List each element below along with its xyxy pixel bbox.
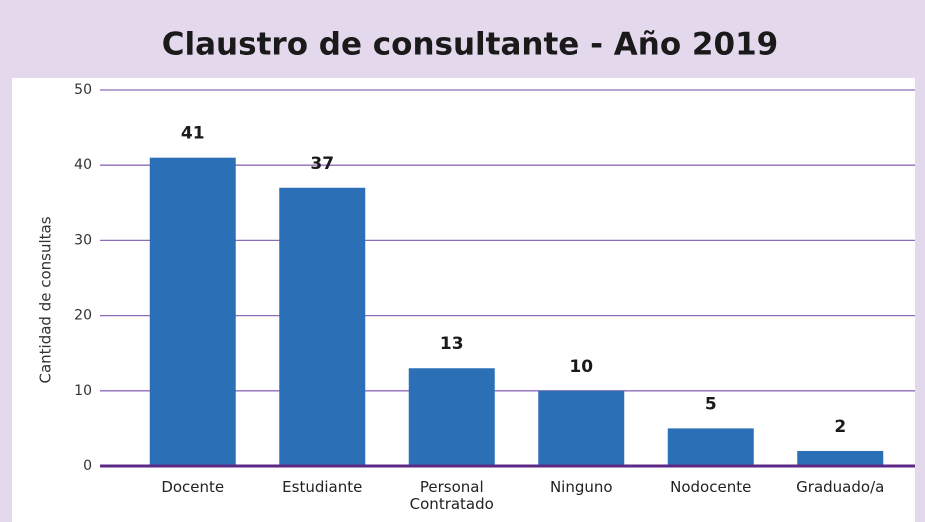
x-tick-label: Ninguno	[549, 478, 613, 496]
chart-title: Claustro de consultante - Año 2019	[162, 27, 778, 63]
y-tick-label: 10	[74, 383, 92, 399]
y-tick-label: 30	[74, 232, 92, 248]
bar	[279, 187, 366, 466]
bar	[797, 450, 884, 466]
x-tick-label: Personal Contratado	[409, 478, 494, 513]
bar	[149, 157, 236, 466]
y-tick-label: 0	[83, 458, 92, 474]
y-axis-label: Cantidad de consultas	[37, 216, 55, 383]
value-label: 5	[705, 394, 717, 414]
value-label: 37	[310, 154, 334, 174]
bar	[538, 390, 625, 466]
x-tick-label: Docente	[161, 478, 225, 496]
y-tick-label: 20	[74, 308, 92, 324]
y-tick-label: 50	[74, 82, 92, 98]
value-label: 10	[569, 357, 593, 377]
y-tick-label: 40	[74, 157, 92, 173]
x-tick-label: Estudiante	[282, 478, 363, 496]
value-label: 13	[440, 334, 464, 354]
x-tick-label: Graduado/a	[796, 478, 885, 496]
bar	[408, 368, 495, 466]
value-label: 41	[181, 124, 205, 144]
x-tick-label: Nodocente	[670, 478, 752, 496]
bar	[667, 428, 754, 466]
value-label: 2	[834, 417, 846, 437]
